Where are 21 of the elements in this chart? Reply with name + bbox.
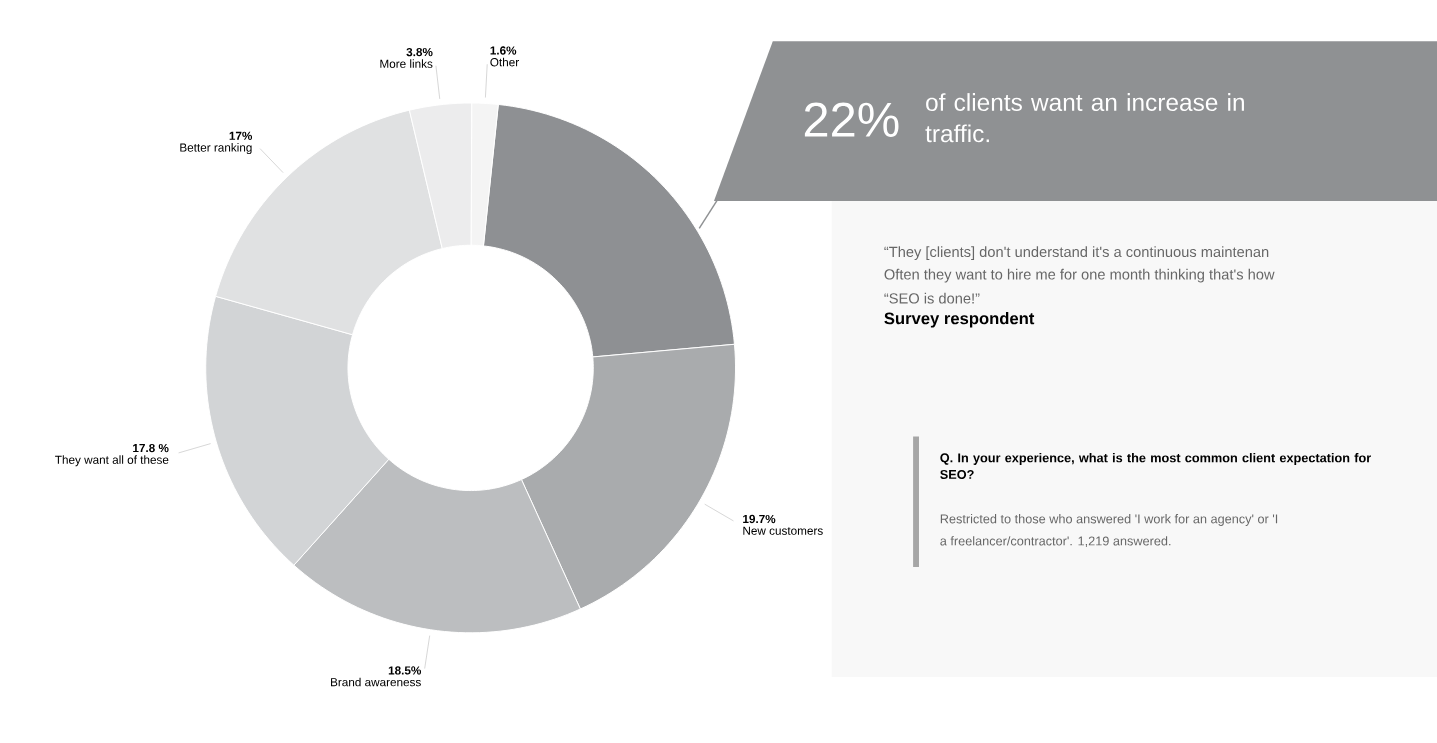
slice-label: Other xyxy=(490,57,519,67)
text: 22% xyxy=(804,102,899,138)
text: “SEO is done!” xyxy=(884,293,980,304)
data-label: 18.5% xyxy=(388,666,422,675)
data-label: 1.6% xyxy=(490,46,517,55)
text: Restricted to those who answered 'I work for an agency' or 'I xyxy=(940,514,1278,527)
slice-label: More links xyxy=(380,59,433,69)
text: of clients want an increase in traffic. xyxy=(925,93,1244,143)
slice-label: New customers xyxy=(743,526,823,536)
text: Q. In your experience, what is the most common client expectation for SEO? xyxy=(940,453,1371,480)
slice-label: Brand awareness xyxy=(331,677,421,687)
slice-label: Better ranking xyxy=(180,143,252,155)
text: Often they want to hire me for one month thinking that's how xyxy=(884,269,1275,283)
text: Survey respondent xyxy=(884,312,1035,328)
slice-label: They want all of these xyxy=(55,455,169,467)
data-label: 19.7% xyxy=(743,515,776,524)
text: a freelancer/contractor'. 1,219 answered. xyxy=(940,536,1171,548)
data-label: 17% xyxy=(229,131,253,141)
data-label: 17.8 % xyxy=(133,444,169,453)
text: “They [clients] don't understand it's a continuous maintenan xyxy=(884,246,1269,261)
data-label: 3.8% xyxy=(406,48,433,57)
